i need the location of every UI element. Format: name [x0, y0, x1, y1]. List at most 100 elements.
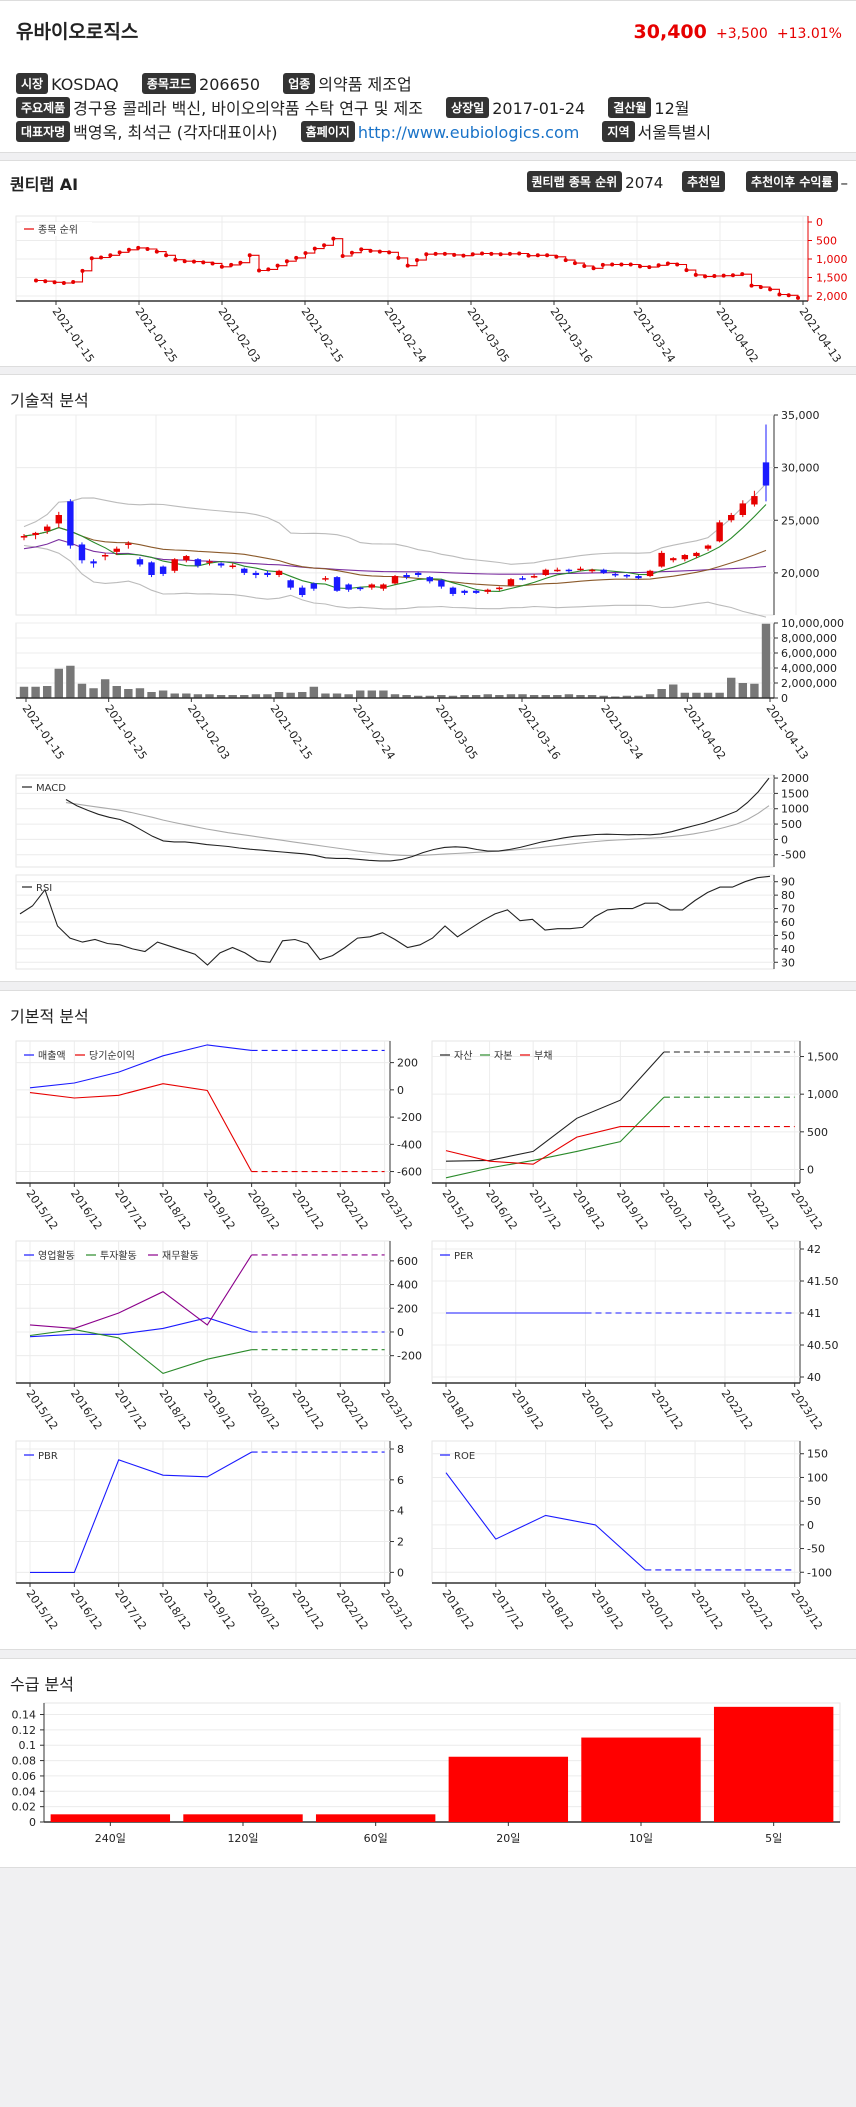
fiscal-tag: 결산월 [608, 97, 652, 118]
rank-point [721, 273, 726, 278]
rank-x-tick-label: 2021-02-15 [299, 305, 346, 365]
candle-body [496, 587, 503, 590]
volume-x-tick-label: 2021-03-05 [433, 702, 480, 762]
volume-bar [495, 695, 504, 698]
cf-legend-label: 투자활동 [100, 1249, 137, 1262]
homepage-link[interactable]: http://www.eubiologics.com [357, 123, 580, 142]
rank-point [600, 262, 605, 267]
stock-header-card: 유바이오로직스 30,400 +3,500 +13.01% 시장 KOSDAQ 종… [0, 0, 856, 153]
candle-body [229, 565, 236, 568]
candle-body [728, 515, 735, 521]
bs-legend-label: 부채 [534, 1050, 552, 1062]
cf-series-line [29, 1254, 253, 1329]
supply-y-tick-label: 0.08 [12, 1755, 37, 1768]
rsi-y-tick-label: 50 [781, 929, 795, 942]
volume-bar [634, 695, 643, 698]
rank-point [647, 265, 652, 270]
price-y-tick-label: 25,000 [781, 514, 820, 527]
rank-point [191, 259, 196, 264]
volume-bar [379, 690, 388, 698]
candle-body [183, 556, 190, 561]
rank-point [387, 250, 392, 255]
volume-bar [135, 688, 145, 698]
rank-point [665, 261, 670, 266]
rank-point [238, 260, 243, 265]
volume-y-tick-label: 2,000,000 [781, 677, 837, 690]
bs-plot-area [431, 1040, 801, 1184]
supply-y-tick-label: 0.12 [12, 1724, 37, 1737]
volume-x-tick-label: 2021-04-02 [681, 702, 728, 762]
rank-point [322, 243, 327, 248]
volume-bar [669, 684, 678, 698]
volume-y-tick-label: 6,000,000 [781, 647, 837, 660]
rank-point [303, 251, 308, 256]
rank-point [117, 250, 122, 255]
rank-point [173, 257, 178, 262]
rank-point [312, 246, 317, 251]
rank-point [610, 262, 615, 267]
volume-bar [205, 694, 214, 698]
rank-point [126, 247, 131, 252]
volume-bar [622, 695, 632, 698]
cf-x-tick-label: 2020/12 [245, 1387, 282, 1432]
candle-body [519, 578, 526, 580]
rank-point [638, 264, 643, 269]
macd-legend-label: MACD [36, 783, 66, 794]
volume-bar [402, 695, 411, 698]
per-x-tick-label: 2019/12 [509, 1387, 546, 1432]
ceo-value: 백영옥, 최석근 (각자대표이사) [73, 123, 278, 142]
volume-bar [553, 695, 562, 698]
volume-bar [31, 686, 40, 698]
volume-bar [42, 686, 52, 698]
rank-point [619, 262, 624, 267]
rank-point [730, 273, 735, 278]
candle-body [333, 577, 341, 591]
rank-point [703, 274, 708, 279]
rec-date-tag: 추천일 [682, 171, 726, 192]
volume-bar [54, 668, 63, 698]
volume-bar [413, 695, 423, 698]
rank-point [34, 278, 38, 283]
pbr-x-tick-label: 2022/12 [334, 1587, 371, 1632]
price-y-tick-label: 35,000 [781, 409, 820, 422]
volume-y-tick-label: 4,000,000 [781, 662, 837, 675]
rank-point [517, 251, 522, 256]
rank-point [675, 262, 680, 267]
product-value: 경구용 콜레라 백신, 바이오의약품 수탁 연구 및 제조 [73, 99, 423, 118]
rank-point [275, 263, 280, 268]
rank-y-tick-label: 1,000 [816, 253, 848, 266]
rank-point [405, 263, 410, 268]
candle-body [67, 501, 74, 546]
rank-point [368, 248, 373, 253]
volume-y-tick-label: 0 [781, 692, 788, 705]
rank-point [442, 251, 447, 256]
rank-point [80, 268, 85, 273]
sales-y-tick-label: 0 [397, 1084, 404, 1097]
candle-body [623, 575, 631, 577]
cf-series-line [29, 1329, 252, 1375]
bs-x-tick-label: 2018/12 [570, 1187, 607, 1232]
bs-x-tick-label: 2016/12 [483, 1187, 520, 1232]
sales-x-tick-label: 2017/12 [112, 1187, 149, 1232]
sales-x-tick-label: 2019/12 [201, 1187, 238, 1232]
volume-bar [100, 679, 110, 698]
rank-point [136, 245, 141, 250]
bs-x-tick-label: 2015/12 [440, 1187, 477, 1232]
price-change-pct: +13.01% [776, 26, 842, 42]
volume-bar [240, 695, 249, 698]
sales-x-tick-label: 2021/12 [289, 1187, 326, 1232]
roe-legend-label: ROE [454, 1451, 475, 1462]
supply-bar [448, 1756, 569, 1822]
candle-body [635, 576, 642, 579]
candle-body [693, 552, 700, 557]
rank-point [684, 268, 689, 273]
roe-x-tick-label: 2020/12 [639, 1587, 676, 1632]
rank-y-tick-label: 0 [816, 216, 823, 229]
candle-body [20, 536, 28, 538]
supply-x-tick-label: 10일 [629, 1831, 653, 1845]
price-change: +3,500 [715, 26, 768, 42]
supply-x-tick-label: 20일 [496, 1831, 520, 1845]
rank-x-tick-label: 2021-04-13 [797, 305, 844, 365]
cf-y-tick-label: 400 [397, 1279, 418, 1292]
